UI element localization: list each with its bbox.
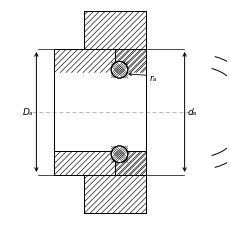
Polygon shape bbox=[83, 12, 146, 50]
Polygon shape bbox=[54, 73, 146, 152]
Circle shape bbox=[111, 146, 127, 163]
Polygon shape bbox=[54, 50, 146, 73]
Text: Dₐ: Dₐ bbox=[22, 108, 33, 117]
Polygon shape bbox=[114, 152, 146, 175]
Text: dₐ: dₐ bbox=[187, 108, 196, 117]
Polygon shape bbox=[83, 175, 146, 213]
PathPatch shape bbox=[114, 50, 146, 73]
Polygon shape bbox=[114, 50, 146, 73]
PathPatch shape bbox=[83, 175, 146, 213]
Polygon shape bbox=[54, 152, 146, 175]
Circle shape bbox=[111, 62, 127, 79]
PathPatch shape bbox=[83, 12, 146, 50]
PathPatch shape bbox=[54, 152, 146, 175]
Text: rₐ: rₐ bbox=[149, 73, 156, 82]
PathPatch shape bbox=[54, 50, 146, 73]
PathPatch shape bbox=[114, 152, 146, 175]
Polygon shape bbox=[54, 50, 179, 175]
